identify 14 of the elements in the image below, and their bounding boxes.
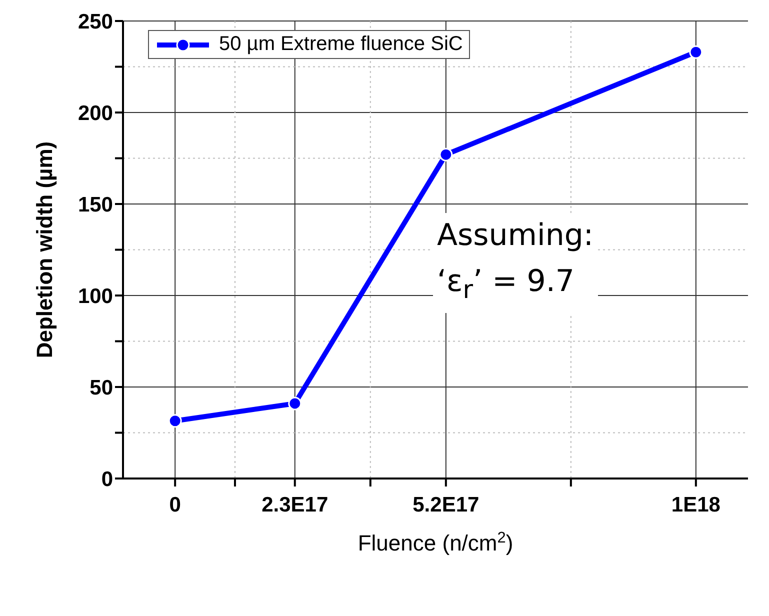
annotation: Assuming: ‘ε$_{r}$’ = 9.7 <box>437 217 594 306</box>
y-tick-label: 200 <box>78 102 113 125</box>
y-tick-label: 250 <box>78 10 113 34</box>
x-tick-label: 0 <box>169 493 181 516</box>
x-tick-label: 5.2E17 <box>412 493 480 516</box>
y-tick-label: 50 <box>90 376 113 400</box>
y-axis-title: Depletion width (µm) <box>32 141 57 358</box>
y-tick-label: 100 <box>78 284 113 308</box>
legend-label: 50 µm Extreme fluence SiC <box>219 33 463 56</box>
x-axis-title: Fluence (n/cm$^{2}$) <box>358 529 514 556</box>
y-tick-label: 150 <box>78 193 113 216</box>
x-tick-label: 2.3E17 <box>262 493 328 516</box>
x-tick-label: 1E18 <box>671 493 721 516</box>
y-tick-label: 0 <box>101 468 113 491</box>
